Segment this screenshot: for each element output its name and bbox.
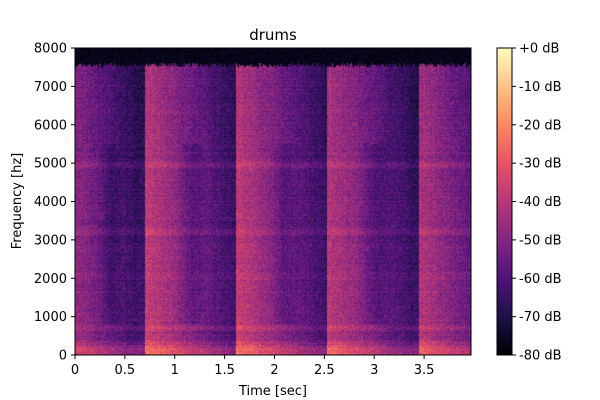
colorbar-ticks: +0 dB -10 dB -20 dB -30 dB -40 dB -50 dB -60 d… <box>512 42 562 364</box>
colorbar-tick-label: -70 dB <box>519 310 562 325</box>
colorbar-tick-label: -80 dB <box>519 349 562 364</box>
y-tick-label: 3000 <box>34 233 67 248</box>
y-axis: 0 1000 2000 3000 4000 5000 6000 7000 8000 <box>34 42 75 364</box>
colorbar-tick-label: -10 dB <box>519 80 562 95</box>
colorbar: +0 dB -10 dB -20 dB -30 dB -40 dB -50 dB -60 d… <box>496 42 562 364</box>
x-tick-label: 0.5 <box>115 363 136 378</box>
chart-title: drums <box>249 26 297 44</box>
colorbar-tick-label: -60 dB <box>519 272 562 287</box>
x-tick-label: 1.5 <box>214 363 235 378</box>
colorbar-gradient <box>496 47 513 356</box>
spectrogram-heatmap <box>75 48 471 355</box>
y-tick-label: 0 <box>59 349 67 364</box>
x-axis-label: Time [sec] <box>238 384 307 399</box>
x-tick-label: 2.5 <box>314 363 335 378</box>
colorbar-tick-label: -40 dB <box>519 195 562 210</box>
x-tick-label: 3.5 <box>414 363 435 378</box>
y-tick-label: 5000 <box>34 157 67 172</box>
colorbar-tick-label: +0 dB <box>519 42 559 57</box>
x-axis: 0 0.5 1 1.5 2 2.5 3 3.5 <box>71 355 435 378</box>
x-tick-label: 0 <box>71 363 79 378</box>
colorbar-tick-label: -50 dB <box>519 233 562 248</box>
y-tick-label: 4000 <box>34 195 67 210</box>
y-tick-label: 8000 <box>34 42 67 57</box>
y-tick-label: 6000 <box>34 118 67 133</box>
plot-area <box>74 47 472 356</box>
y-axis-label: Frequency [hz] <box>10 153 25 250</box>
x-tick-label: 2 <box>270 363 278 378</box>
colorbar-tick-label: -20 dB <box>519 118 562 133</box>
y-tick-label: 2000 <box>34 272 67 287</box>
y-tick-label: 7000 <box>34 80 67 95</box>
y-tick-label: 1000 <box>34 310 67 325</box>
colorbar-tick-label: -30 dB <box>519 157 562 172</box>
x-tick-label: 1 <box>171 363 179 378</box>
x-tick-label: 3 <box>370 363 378 378</box>
